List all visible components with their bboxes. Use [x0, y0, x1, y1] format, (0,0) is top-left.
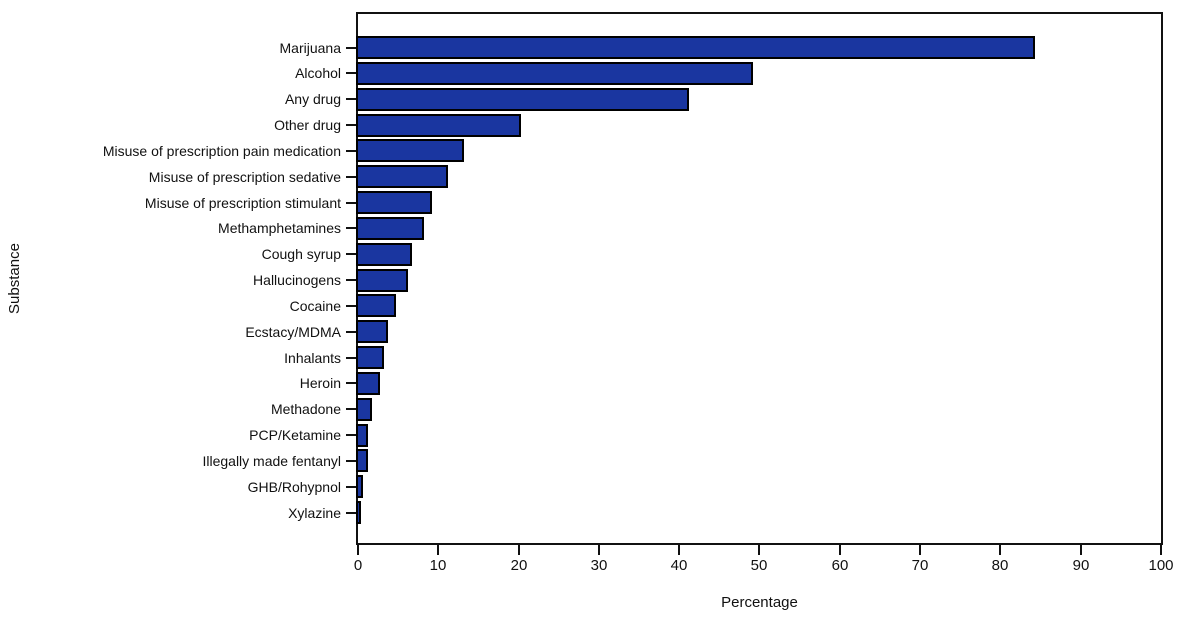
x-tick [518, 545, 520, 555]
category-label: Cough syrup [261, 246, 341, 262]
category-label: Marijuana [279, 40, 341, 56]
bar [356, 139, 464, 162]
x-tick-label: 50 [750, 557, 768, 574]
bar [356, 88, 689, 111]
bar [356, 294, 396, 317]
y-tick [346, 382, 356, 384]
category-label: Alcohol [295, 65, 341, 81]
bar [356, 346, 384, 369]
bar [356, 217, 424, 240]
y-tick [346, 512, 356, 514]
category-label: Methamphetamines [218, 220, 341, 236]
x-tick [1080, 545, 1082, 555]
x-tick [598, 545, 600, 555]
category-label: Ecstacy/MDMA [245, 324, 341, 340]
bar [356, 243, 412, 266]
x-tick-label: 0 [353, 557, 363, 574]
category-label: Inhalants [284, 350, 341, 366]
x-tick-label: 60 [831, 557, 849, 574]
x-tick [678, 545, 680, 555]
x-tick [357, 545, 359, 555]
y-tick [346, 47, 356, 49]
bar [356, 62, 753, 85]
x-tick-label: 20 [510, 557, 528, 574]
bar [356, 449, 368, 472]
y-axis-title-container: Substance [2, 12, 26, 545]
x-tick-label: 90 [1072, 557, 1090, 574]
y-tick [346, 357, 356, 359]
bar [356, 372, 380, 395]
y-tick [346, 124, 356, 126]
x-tick [919, 545, 921, 555]
x-tick-label: 10 [429, 557, 447, 574]
y-axis-title: Substance [5, 243, 23, 314]
y-tick [346, 176, 356, 178]
y-tick [346, 486, 356, 488]
bar [356, 320, 388, 343]
x-tick [1160, 545, 1162, 555]
y-tick [346, 150, 356, 152]
plot-area: Marijuana Alcohol Any drug Other drug Misuse… [103, 12, 1174, 574]
category-label: Other drug [274, 117, 341, 133]
y-tick [346, 434, 356, 436]
x-tick-label: 100 [1148, 557, 1174, 574]
x-tick-label: 30 [590, 557, 608, 574]
bar [356, 424, 368, 447]
x-axis-title: Percentage [721, 594, 798, 611]
category-label: Heroin [299, 375, 341, 391]
category-label: Xylazine [288, 505, 341, 521]
category-label: PCP/Ketamine [249, 427, 341, 443]
bar [356, 165, 448, 188]
bar [356, 269, 408, 292]
y-tick [346, 98, 356, 100]
category-label: Misuse of prescription sedative [148, 169, 341, 185]
x-tick-label: 80 [991, 557, 1009, 574]
y-tick [346, 408, 356, 410]
x-tick-label: 40 [670, 557, 688, 574]
category-label: Illegally made fentanyl [202, 453, 341, 469]
bar [356, 36, 1035, 59]
category-label: GHB/Rohypnol [247, 479, 341, 495]
y-tick [346, 305, 356, 307]
y-tick [346, 460, 356, 462]
y-tick [346, 202, 356, 204]
x-tick [437, 545, 439, 555]
x-tick [839, 545, 841, 555]
y-tick [346, 253, 356, 255]
bar [356, 398, 372, 421]
category-label: Methadone [270, 401, 341, 417]
x-tick [999, 545, 1001, 555]
y-tick [346, 72, 356, 74]
bar [356, 475, 363, 498]
x-tick [758, 545, 760, 555]
y-tick [346, 331, 356, 333]
y-tick [346, 279, 356, 281]
y-tick [346, 227, 356, 229]
bar [356, 191, 432, 214]
category-label: Misuse of prescription stimulant [144, 195, 341, 211]
bar [356, 114, 521, 137]
bar [356, 501, 361, 524]
category-label: Cocaine [289, 298, 341, 314]
x-tick-label: 70 [911, 557, 929, 574]
category-label: Misuse of prescription pain medication [102, 143, 341, 159]
category-label: Hallucinogens [253, 272, 341, 288]
category-label: Any drug [284, 91, 341, 107]
